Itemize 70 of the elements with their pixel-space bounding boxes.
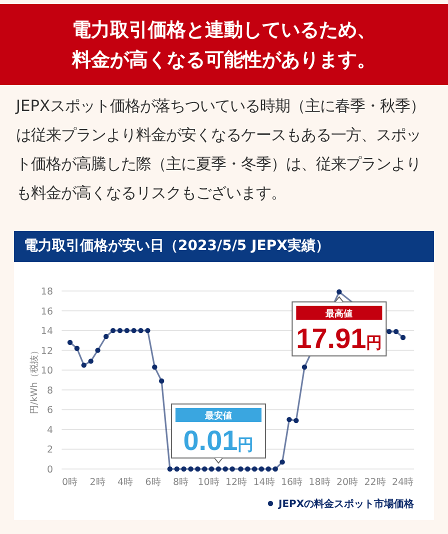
point [117, 328, 123, 334]
point [222, 466, 228, 472]
x-tick-label: 4時 [117, 476, 134, 488]
y-tick-label: 12 [40, 346, 53, 357]
point [131, 328, 136, 334]
point [174, 466, 180, 472]
point [103, 334, 109, 340]
point [393, 328, 399, 334]
x-tick-label: 2時 [90, 476, 106, 488]
y-tick-label: 10 [40, 366, 53, 377]
x-tick-label: 20時 [336, 476, 359, 488]
point [252, 466, 258, 472]
chart-title: 電力取引価格が安い日（2023/5/5 JEPX実績） [14, 231, 434, 262]
point [245, 466, 250, 472]
point [95, 348, 100, 353]
annotation: 0.01円 [183, 425, 254, 456]
point [195, 466, 200, 472]
point [74, 346, 80, 351]
point [216, 466, 222, 472]
y-tick-label: 0 [46, 464, 53, 476]
x-tick-label: 0時 [62, 476, 78, 488]
y-tick-label: 18 [40, 286, 53, 298]
x-tick-label: 16時 [280, 476, 304, 488]
legend-label: JEPXの料金スポット市場価格 [278, 498, 416, 510]
annotation: 最高値 [324, 308, 353, 320]
point [386, 328, 392, 334]
y-tick-label: 2 [46, 444, 53, 456]
y-tick-label: 14 [40, 326, 53, 338]
point [67, 340, 73, 346]
point [167, 466, 173, 472]
point [336, 289, 342, 294]
point [230, 466, 235, 472]
x-tick-label: 10時 [198, 476, 220, 488]
point [302, 364, 308, 370]
y-tick-label: 6 [46, 405, 53, 416]
y-axis-title: 円/kWh（税抜） [29, 346, 40, 414]
point [152, 364, 158, 370]
point [280, 459, 285, 465]
x-tick-label: 18時 [308, 476, 331, 488]
point [258, 466, 264, 472]
point [272, 466, 278, 472]
point [188, 466, 194, 472]
point [158, 378, 164, 384]
x-tick-label: 12時 [225, 476, 248, 488]
x-tick-label: 24時 [392, 476, 414, 488]
point [110, 328, 116, 334]
point [138, 328, 144, 334]
point [88, 358, 94, 364]
annotation: 17.91円 [296, 322, 382, 354]
point [181, 466, 186, 472]
x-tick-label: 8時 [172, 476, 190, 488]
y-tick-label: 4 [46, 424, 53, 436]
point [266, 466, 272, 472]
text: JEPXスポット価格が落ちついている時期（主に春季・秋季）は従来プランより料金が安くなるケースもある一方、スポット価格が高騰した際（主に夏季・冬季）は、従来プランよりも料金が高くなるリスクもございます。 [16, 96, 426, 204]
point [208, 466, 214, 472]
point [238, 466, 244, 472]
point [124, 328, 130, 334]
text: 電力取引価格と連動しているため、料金が高くなる可能性があります。 [70, 18, 377, 72]
point [202, 466, 208, 472]
point [145, 328, 150, 334]
point [400, 334, 406, 340]
annotation: 最安値 [204, 410, 232, 422]
y-tick-label: 16 [40, 306, 53, 318]
y-tick-label: 8 [46, 385, 53, 396]
x-tick-label: 22時 [364, 476, 386, 488]
x-tick-label: 6時 [145, 476, 162, 488]
point [294, 418, 299, 424]
x-tick-label: 14時 [253, 476, 276, 488]
point [286, 416, 292, 422]
point [81, 362, 86, 368]
